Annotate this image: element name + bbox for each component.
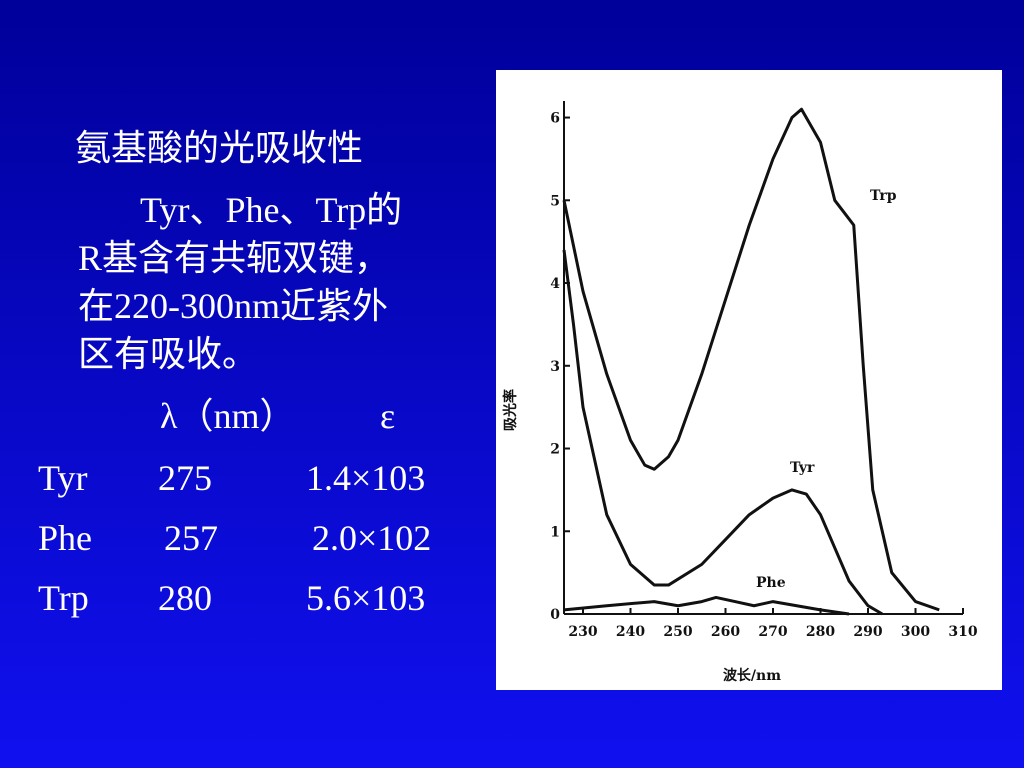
table: Tyr 275 1.4×103 Phe 257 2.0×102 Trp 280 5.6×103 <box>38 458 431 618</box>
y-tick-label: 4 <box>550 276 560 292</box>
y-tick-label: 6 <box>550 111 560 127</box>
y-tick-label: 5 <box>550 193 560 209</box>
x-tick-label: 230 <box>568 624 597 640</box>
paragraph-line: 区有吸收。 <box>78 334 258 374</box>
table-cell: 2.0×102 <box>312 518 431 558</box>
table-cell: Tyr <box>38 458 87 498</box>
x-tick-label: 260 <box>711 624 740 640</box>
paragraph-line: R基含有共轭双键， <box>78 238 390 278</box>
table-cell: 1.4×103 <box>306 458 425 498</box>
y-tick-label: 0 <box>550 607 560 623</box>
table-cell: Trp <box>38 578 89 618</box>
chart: 吸光率 波长/nm 0 1 2 3 4 5 6 230 240 250 260 270 280 290 30… <box>502 101 978 684</box>
table-cell: 280 <box>158 578 212 618</box>
line-series <box>562 107 940 612</box>
table-header: ε <box>380 396 395 436</box>
chart-panel <box>496 70 1002 690</box>
slide-title: 氨基酸的光吸收性 <box>75 128 363 168</box>
x-tick-label: 250 <box>663 624 692 640</box>
x-tick-label: 310 <box>948 624 977 640</box>
line-series <box>562 249 884 616</box>
series-label: Trp <box>870 188 897 204</box>
line-series <box>563 595 850 616</box>
table-cell: 257 <box>164 518 218 558</box>
x-tick-label: 270 <box>758 624 787 640</box>
x-tick-label: 280 <box>806 624 835 640</box>
y-tick-label: 3 <box>550 359 560 375</box>
series-label: Tyr <box>790 460 815 476</box>
x-tick-label: 300 <box>901 624 930 640</box>
table-cell: 275 <box>158 458 212 498</box>
y-tick-label: 2 <box>550 442 560 458</box>
x-axis-title: 波长/nm <box>723 667 781 684</box>
x-tick-label: 240 <box>616 624 645 640</box>
table-cell: Phe <box>38 518 92 558</box>
x-tick-label: 290 <box>853 624 882 640</box>
paragraph-line: 在220-300nm近紫外 <box>78 286 388 326</box>
paragraph-line: Tyr、Phe、Trp的 <box>140 190 402 230</box>
y-axis-title: 吸光率 <box>502 389 519 431</box>
series-label: Phe <box>756 575 786 591</box>
y-tick-label: 1 <box>550 524 560 540</box>
table-header: λ（nm） <box>160 396 295 436</box>
table-cell: 5.6×103 <box>306 578 425 618</box>
